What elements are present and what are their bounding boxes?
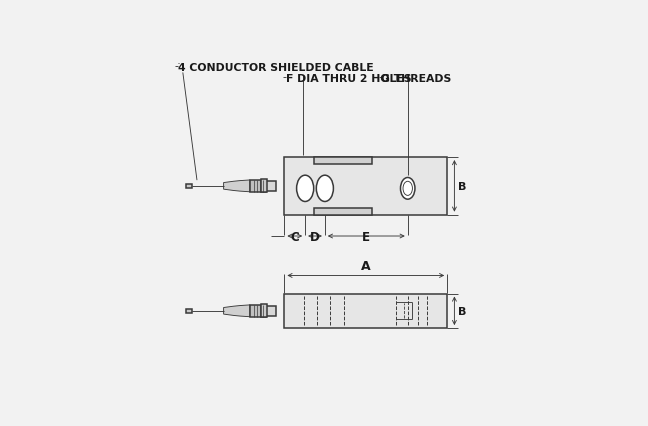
Bar bbox=[266, 306, 276, 316]
Polygon shape bbox=[224, 181, 250, 192]
Bar bbox=[314, 158, 371, 164]
Ellipse shape bbox=[297, 176, 314, 202]
Text: 4 CONDUCTOR SHIELDED CABLE: 4 CONDUCTOR SHIELDED CABLE bbox=[178, 63, 373, 72]
Text: G THREADS: G THREADS bbox=[382, 74, 452, 84]
Text: B: B bbox=[457, 306, 466, 316]
Bar bbox=[261, 305, 268, 318]
Polygon shape bbox=[224, 305, 250, 317]
Bar bbox=[284, 294, 447, 328]
Text: E: E bbox=[362, 231, 370, 244]
Bar bbox=[266, 181, 276, 191]
Text: F DIA THRU 2 HOLES: F DIA THRU 2 HOLES bbox=[286, 74, 411, 84]
Ellipse shape bbox=[403, 182, 412, 196]
Bar bbox=[284, 158, 447, 215]
Ellipse shape bbox=[316, 176, 334, 202]
Bar bbox=[187, 309, 192, 313]
Text: A: A bbox=[361, 259, 371, 272]
Text: B: B bbox=[457, 181, 466, 191]
Bar bbox=[250, 305, 266, 317]
Ellipse shape bbox=[400, 178, 415, 200]
Text: C: C bbox=[290, 231, 299, 244]
Text: D: D bbox=[310, 231, 320, 244]
Bar bbox=[261, 180, 268, 193]
Bar bbox=[250, 180, 266, 193]
Bar bbox=[314, 208, 371, 215]
Bar bbox=[187, 184, 192, 188]
